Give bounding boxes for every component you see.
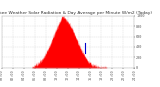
Title: Milwaukee Weather Solar Radiation & Day Average per Minute W/m2 (Today): Milwaukee Weather Solar Radiation & Day … bbox=[0, 11, 152, 15]
